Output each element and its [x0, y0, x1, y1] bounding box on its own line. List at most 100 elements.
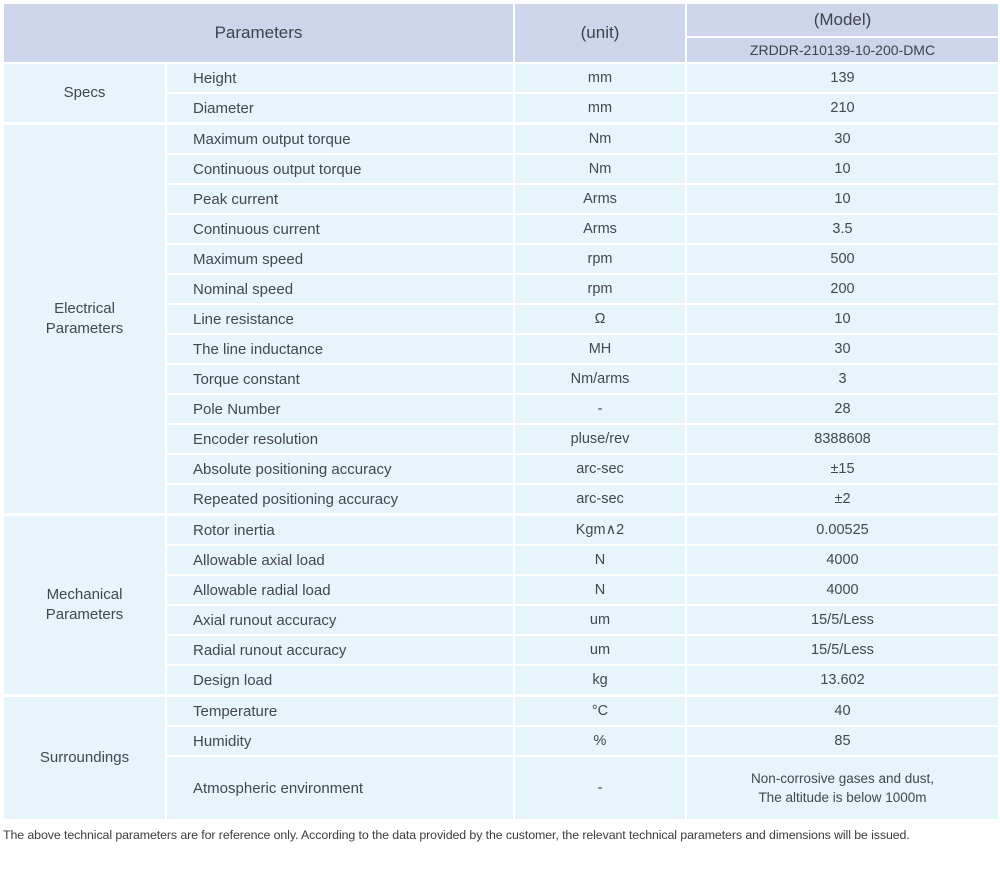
- header-row-model: ZRDDR-210139-10-200-DMC: [3, 36, 1000, 64]
- value-cell: 85: [685, 725, 1000, 757]
- parameter-cell: Atmospheric environment: [165, 755, 515, 821]
- parameter-cell: Continuous output torque: [165, 153, 515, 185]
- table-row: Atmospheric environment - Non-corrosive ga…: [3, 755, 1000, 821]
- parameter-cell: Axial runout accuracy: [165, 604, 515, 636]
- parameter-cell: Height: [165, 62, 515, 94]
- parameter-cell: Humidity: [165, 725, 515, 757]
- table-row: Repeated positioning accuracy arc-sec ±2: [3, 483, 1000, 516]
- unit-cell: N: [513, 574, 687, 606]
- parameter-cell: Diameter: [165, 92, 515, 125]
- table-row: Electrical Parameters Maximum output torq…: [2, 122, 1000, 516]
- header-row-top: Parameters (unit) (Model): [2, 2, 1000, 64]
- spec-table: Parameters (unit) (Model) ZRDDR-210139-1…: [2, 2, 1000, 821]
- header-model: (Model): [685, 2, 1000, 38]
- unit-cell: Nm: [513, 122, 687, 155]
- parameter-cell: The line inductance: [165, 333, 515, 365]
- parameter-cell: Design load: [165, 664, 515, 697]
- table-row: Encoder resolution pluse/rev 8388608: [3, 423, 1000, 455]
- unit-cell: rpm: [513, 273, 687, 305]
- parameter-cell: Peak current: [165, 183, 515, 215]
- parameter-cell: Maximum output torque: [165, 122, 515, 155]
- table-row: The line inductance MH 30: [3, 333, 1000, 365]
- table-row: Continuous current Arms 3.5: [3, 213, 1000, 245]
- table-row: Line resistance Ω 10: [3, 303, 1000, 335]
- parameter-cell: Allowable axial load: [165, 544, 515, 576]
- table-row: Diameter mm 210: [3, 92, 1000, 125]
- header-parameters: Parameters: [2, 2, 515, 64]
- table-row: Absolute positioning accuracy arc-sec ±15: [3, 453, 1000, 485]
- value-cell: 10: [685, 183, 1000, 215]
- value-cell: 139: [685, 62, 1000, 94]
- spec-table-header: Parameters (unit) (Model) ZRDDR-210139-1…: [2, 2, 1000, 64]
- category-cell: Surroundings: [2, 694, 167, 821]
- parameter-cell: Repeated positioning accuracy: [165, 483, 515, 516]
- table-row: Specs Height mm 139: [2, 62, 1000, 125]
- value-cell: 500: [685, 243, 1000, 275]
- value-cell: 28: [685, 393, 1000, 425]
- value-cell: 30: [685, 122, 1000, 155]
- parameter-cell: Rotor inertia: [165, 513, 515, 546]
- value-cell: 0.00525: [685, 513, 1000, 546]
- table-row: Allowable axial load N 4000: [3, 544, 1000, 576]
- value-cell: 3.5: [685, 213, 1000, 245]
- unit-cell: um: [513, 604, 687, 636]
- parameter-cell: Continuous current: [165, 213, 515, 245]
- table-row: Radial runout accuracy um 15/5/Less: [3, 634, 1000, 666]
- unit-cell: um: [513, 634, 687, 666]
- value-cell: 13.602: [685, 664, 1000, 697]
- unit-cell: pluse/rev: [513, 423, 687, 455]
- table-row: Torque constant Nm/arms 3: [3, 363, 1000, 395]
- unit-cell: Ω: [513, 303, 687, 335]
- unit-cell: Kgm∧2: [513, 513, 687, 546]
- unit-cell: arc-sec: [513, 453, 687, 485]
- value-cell: 15/5/Less: [685, 604, 1000, 636]
- unit-cell: kg: [513, 664, 687, 697]
- footer-note: The above technical parameters are for r…: [3, 828, 910, 842]
- value-cell: 200: [685, 273, 1000, 305]
- unit-cell: Nm: [513, 153, 687, 185]
- table-row: Peak current Arms 10: [3, 183, 1000, 215]
- parameter-cell: Pole Number: [165, 393, 515, 425]
- unit-cell: Arms: [513, 213, 687, 245]
- unit-cell: N: [513, 544, 687, 576]
- unit-cell: mm: [513, 62, 687, 94]
- table-row: Nominal speed rpm 200: [3, 273, 1000, 305]
- value-cell: 4000: [685, 574, 1000, 606]
- value-cell: 30: [685, 333, 1000, 365]
- value-cell: 10: [685, 153, 1000, 185]
- spec-table-body: Specs Height mm 139 Diameter mm 210 Electrical …: [2, 62, 1000, 821]
- unit-cell: °C: [513, 694, 687, 727]
- header-unit: (unit): [513, 2, 687, 64]
- unit-cell: %: [513, 725, 687, 757]
- value-cell: 40: [685, 694, 1000, 727]
- table-row: Continuous output torque Nm 10: [3, 153, 1000, 185]
- table-row: Allowable radial load N 4000: [3, 574, 1000, 606]
- page: Parameters (unit) (Model) ZRDDR-210139-1…: [2, 2, 1000, 842]
- value-line: The altitude is below 1000m: [758, 790, 927, 805]
- value-cell: 210: [685, 92, 1000, 125]
- parameter-cell: Line resistance: [165, 303, 515, 335]
- table-row: Mechanical Parameters Rotor inertia Kgm∧2 0…: [2, 513, 1000, 697]
- value-cell: 3: [685, 363, 1000, 395]
- header-model-number: ZRDDR-210139-10-200-DMC: [685, 36, 1000, 64]
- parameter-cell: Absolute positioning accuracy: [165, 453, 515, 485]
- unit-cell: -: [513, 393, 687, 425]
- parameter-cell: Encoder resolution: [165, 423, 515, 455]
- unit-cell: Nm/arms: [513, 363, 687, 395]
- parameter-cell: Temperature: [165, 694, 515, 727]
- table-row: Pole Number -28: [3, 393, 1000, 425]
- unit-cell: arc-sec: [513, 483, 687, 516]
- unit-cell: Arms: [513, 183, 687, 215]
- value-cell: ±2: [685, 483, 1000, 516]
- table-row: Humidity% 85: [3, 725, 1000, 757]
- category-cell: Specs: [2, 62, 167, 125]
- value-cell: 10: [685, 303, 1000, 335]
- unit-cell: MH: [513, 333, 687, 365]
- value-cell: 4000: [685, 544, 1000, 576]
- value-line: Non-corrosive gases and dust,: [750, 771, 935, 786]
- unit-cell: mm: [513, 92, 687, 125]
- parameter-cell: Radial runout accuracy: [165, 634, 515, 666]
- value-cell: Non-corrosive gases and dust, The altitud…: [685, 755, 1000, 821]
- table-row: Surroundings Temperature °C 40: [2, 694, 1000, 821]
- unit-cell: rpm: [513, 243, 687, 275]
